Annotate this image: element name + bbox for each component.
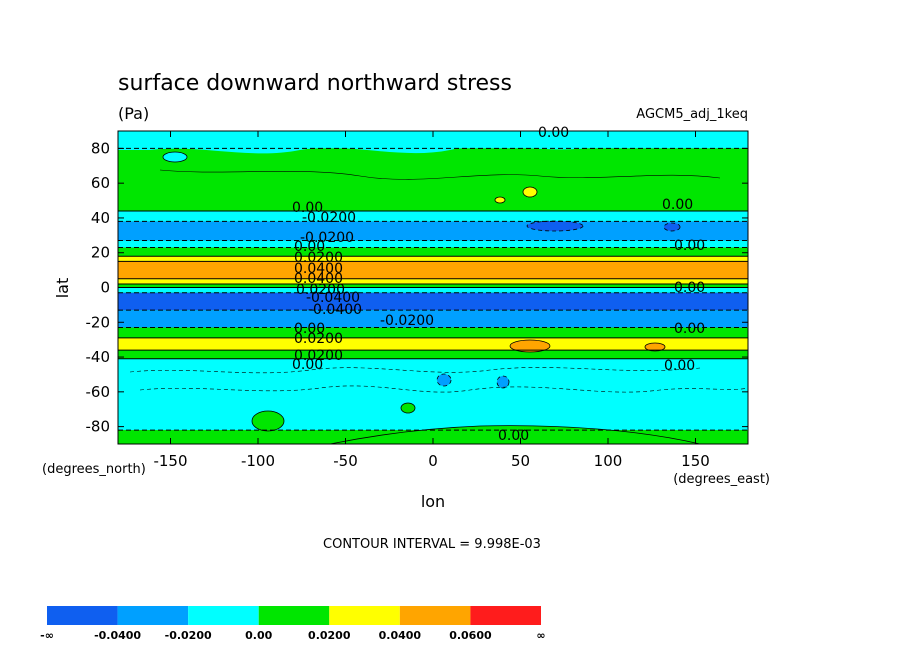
cyan-blob [162,151,188,163]
colorbar-label: -0.0400 [94,629,141,642]
contour-label: 0.00 [674,238,705,254]
contour-label: 0.00 [664,358,695,374]
colorbar-swatch [329,606,400,625]
contour-label: 0.0200 [294,250,343,266]
colorbar: -∞ -0.0400 -0.0200 0.00 0.0200 0.0400 0.0600 ∞ [40,606,546,642]
contour-label: -0.0200 [302,210,356,226]
zonal-band [118,337,748,351]
zonal-band [118,358,748,431]
zonal-band [118,210,748,222]
zonal-band [118,261,748,279]
green-blob [251,410,285,432]
zonal-band [118,247,748,257]
zonal-band [118,221,748,241]
y-tick-label: -80 [86,418,111,436]
colorbar-label: 0.0200 [308,629,351,642]
y-units-label: (degrees_north) [42,462,146,477]
colorbar-label: 0.0400 [379,629,422,642]
y-tick-label: 40 [91,209,110,227]
green-blob [400,402,416,414]
colorbar-label: ∞ [536,629,545,642]
y-axis: 80 60 40 20 0 -20 -40 -60 -80 [86,139,748,436]
contour-label: 0.0200 [294,348,343,364]
zonal-band [118,327,748,338]
contour-label: 0.00 [498,428,529,444]
x-tick-label: -100 [241,452,275,470]
zonal-band [118,284,748,288]
y-tick-label: -60 [86,383,111,401]
zonal-band [118,278,748,285]
blue-blob [663,222,681,232]
y-tick-label: 0 [100,279,110,297]
contour-label: 0.00 [538,125,569,141]
colorbar-swatch [399,606,471,625]
contour-label: 0.0400 [294,261,343,277]
yellow-blob [494,196,506,204]
blue-blob [496,375,510,389]
yellow-blob [522,186,538,198]
colorbar-swatch [117,606,189,625]
y-tick-label: -20 [86,313,111,331]
zonal-band [118,148,748,211]
contour-label: 0.00 [674,321,705,337]
contour-label: 0.00 [662,197,693,213]
contour-label: -0.0400 [306,290,360,306]
orange-blob [509,339,551,353]
orange-blob [644,342,666,352]
colorbar-label: -0.0200 [165,629,212,642]
x-tick-label: -50 [333,452,358,470]
dashed-contour [139,385,749,393]
dashed-contour [159,169,721,180]
contour-interval-note: CONTOUR INTERVAL = 9.998E-03 [323,537,541,552]
dataset-label: AGCM5_adj_1keq [636,107,748,122]
y-tick-label: 80 [91,139,110,157]
contour-label: 0.00 [292,357,323,373]
zonal-band [118,310,748,328]
blue-blob [436,373,452,387]
colorbar-label: 0.0600 [449,629,492,642]
x-axis-label: lon [421,492,445,511]
contour-label: 0.0200 [296,282,345,298]
contour-label: 0.00 [294,321,325,337]
contour-labels: 0.00 -0.0200 -0.0200 0.00 0.0200 0.0400 … [292,125,705,444]
cyan-blob [118,131,748,154]
x-axis: -150 -100 -50 0 50 100 150 [153,131,710,470]
x-tick-label: 50 [511,452,530,470]
zonal-band [118,256,748,262]
x-tick-label: 0 [428,452,438,470]
x-tick-label: 150 [681,452,710,470]
contour-label: -0.0400 [308,302,362,318]
contour-label: 0.00 [294,239,325,255]
y-tick-label: 60 [91,174,110,192]
contour-label: 0.0400 [294,271,343,287]
dashed-contour [129,367,701,374]
x-tick-label: 100 [594,452,623,470]
chart-title: surface downward northward stress [118,71,512,96]
y-axis-label: lat [53,278,72,299]
blue-blob [526,220,584,232]
y-tick-label: -40 [86,348,111,366]
plot-area: 0.00 -0.0200 -0.0200 0.00 0.0200 0.0400 … [117,125,749,445]
contour-label: 0.00 [674,280,705,296]
contour-label: 0.00 [292,200,323,216]
colorbar-swatch [258,606,330,625]
contour-label: -0.0200 [300,230,354,246]
contour-label: 0.0200 [294,331,343,347]
colorbar-swatch [470,606,541,625]
colorbar-label: 0.00 [245,629,272,642]
x-units-label: (degrees_east) [673,472,770,487]
zonal-band [118,350,748,359]
colorbar-label: -∞ [40,629,54,642]
x-tick-label: -150 [153,452,187,470]
zonal-band [118,292,748,311]
y-tick-label: 20 [91,244,110,262]
colorbar-swatch [47,606,118,625]
zonal-band [118,240,748,248]
colorbar-swatch [188,606,259,625]
chart-units: (Pa) [118,104,149,123]
contour-label: -0.0200 [380,313,434,329]
zonal-band [118,287,748,293]
